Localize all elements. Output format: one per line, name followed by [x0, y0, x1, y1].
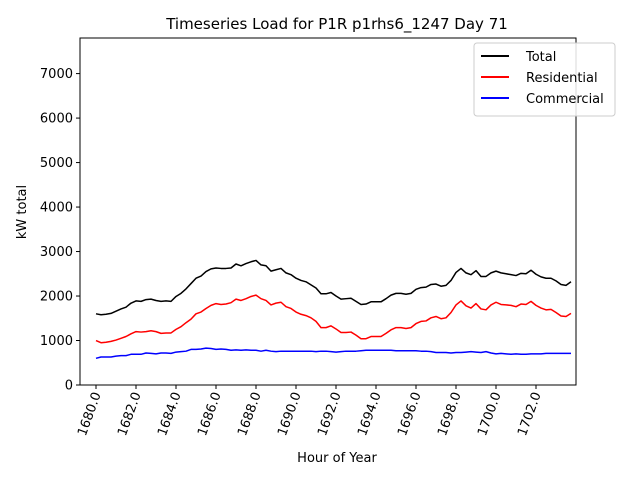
- x-axis: 1680.0 1682.0 1684.0 1686.0 1688.0 1690.0 1692…: [75, 385, 545, 438]
- x-tick-label: 1680.0: [75, 390, 105, 438]
- x-tick-label: 1692.0: [315, 390, 345, 438]
- x-tick-label: 1686.0: [195, 390, 225, 438]
- y-axis-label: kW total: [15, 185, 30, 239]
- x-tick-label: 1688.0: [235, 390, 265, 438]
- x-axis-label: Hour of Year: [297, 451, 377, 466]
- chart-title: Timeseries Load for P1R p1rhs6_1247 Day …: [165, 15, 508, 34]
- x-tick-label: 1696.0: [395, 390, 425, 438]
- plot-frame: [79, 37, 577, 386]
- series-layer: [95, 259, 572, 360]
- y-tick-label: 7000: [40, 67, 73, 82]
- x-tick-label: 1694.0: [355, 390, 385, 438]
- legend-frame: [473, 42, 616, 117]
- legend-label-commercial: Commercial: [526, 92, 604, 107]
- y-tick-label: 3000: [40, 245, 73, 260]
- legend-label-residential: Residential: [526, 71, 598, 86]
- series-line-total: [95, 259, 572, 316]
- legend-label-total: Total: [525, 50, 556, 65]
- y-tick-label: 0: [65, 379, 73, 394]
- series-line-residential: [95, 294, 572, 344]
- x-tick-label: 1690.0: [275, 390, 305, 438]
- x-tick-label: 1700.0: [475, 390, 505, 438]
- y-tick-label: 6000: [40, 112, 73, 127]
- legend: Total Residential Commercial: [473, 42, 616, 117]
- series-line-commercial: [95, 347, 571, 360]
- y-tick-label: 2000: [40, 290, 73, 305]
- x-tick-label: 1684.0: [155, 390, 185, 438]
- y-tick-label: 5000: [40, 156, 73, 171]
- y-axis: 0 1000 2000 3000 4000 5000 6000 7000: [40, 67, 80, 394]
- x-tick-label: 1682.0: [115, 390, 145, 438]
- x-tick-label: 1698.0: [435, 390, 465, 438]
- y-tick-label: 4000: [40, 201, 73, 216]
- x-tick-label: 1702.0: [515, 390, 545, 438]
- y-tick-label: 1000: [40, 334, 73, 349]
